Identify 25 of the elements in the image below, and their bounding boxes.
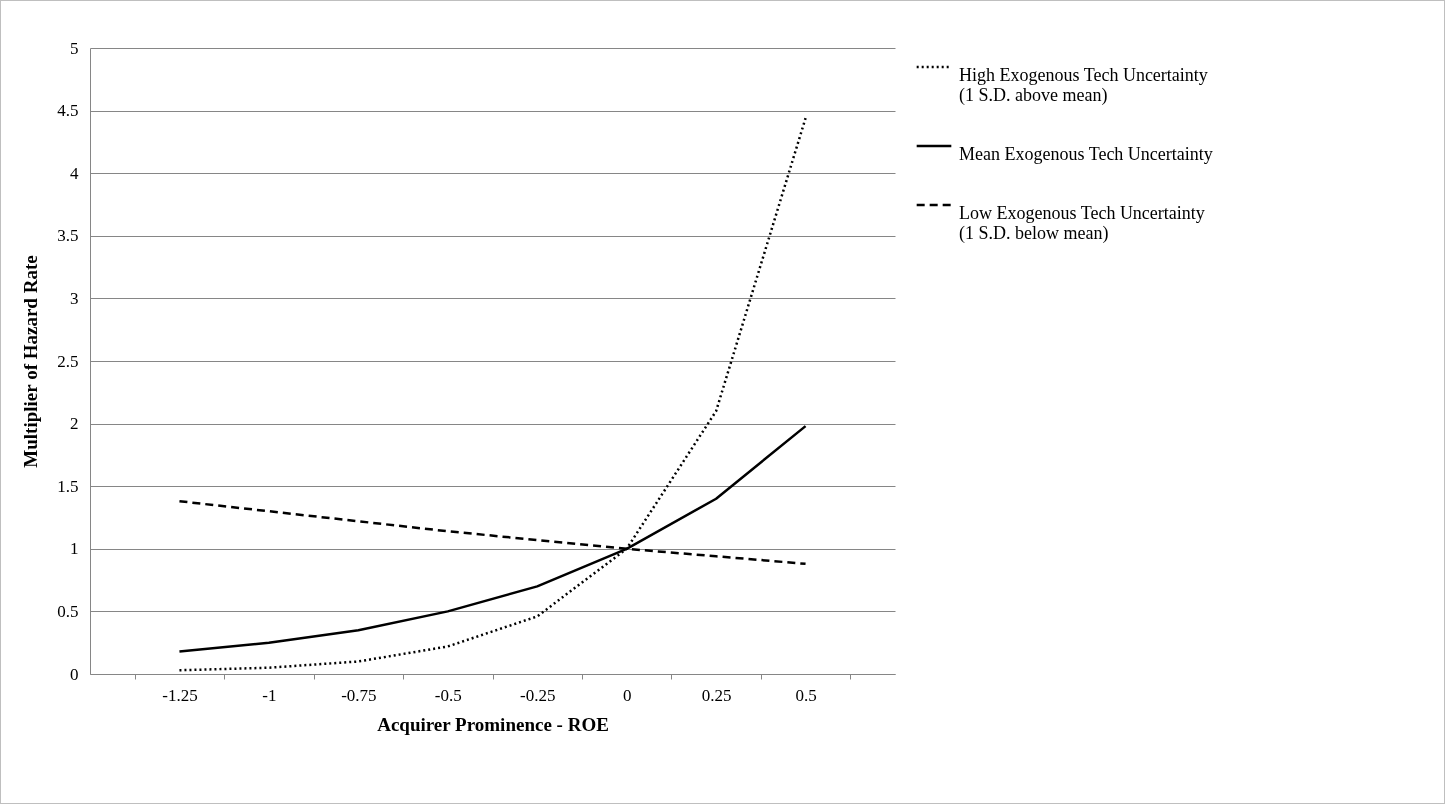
legend-label: High Exogenous Tech Uncertainty (1 S.D. above mean): [959, 65, 1208, 106]
x-tick-label: -1: [262, 685, 277, 705]
x-tick-label: 0: [622, 685, 632, 705]
legend-label: Mean Exogenous Tech Uncertainty: [959, 144, 1213, 164]
x-tick-label: -0.5: [434, 685, 462, 705]
y-axis-title: Multiplier of Hazard Rate: [20, 255, 42, 468]
x-tick-label: -1.25: [162, 685, 198, 705]
x-tick-label: -0.25: [520, 685, 556, 705]
y-tick-label: 4: [70, 163, 79, 183]
legend-label: Low Exogenous Tech Uncertainty (1 S.D. below mean): [959, 203, 1205, 244]
y-tick-label: 1: [70, 539, 79, 559]
y-tick-label: 0: [70, 664, 79, 684]
y-tick-label: 3.5: [57, 226, 79, 246]
x-axis-title: Acquirer Prominence - ROE: [377, 713, 609, 735]
y-tick-label: 2.5: [57, 351, 79, 371]
y-tick-label: 1.5: [57, 476, 79, 496]
x-tick-label: -0.75: [341, 685, 377, 705]
x-tick-label: 0.25: [701, 685, 732, 705]
y-tick-label: 2: [70, 414, 79, 434]
y-tick-label: 4.5: [57, 101, 79, 121]
y-tick-label: 0.5: [57, 601, 79, 621]
line-series: [178, 116, 807, 672]
y-tick-label: 5: [70, 38, 79, 58]
y-tick-label: 3: [70, 288, 79, 308]
x-tick-label: 0.5: [795, 685, 817, 705]
